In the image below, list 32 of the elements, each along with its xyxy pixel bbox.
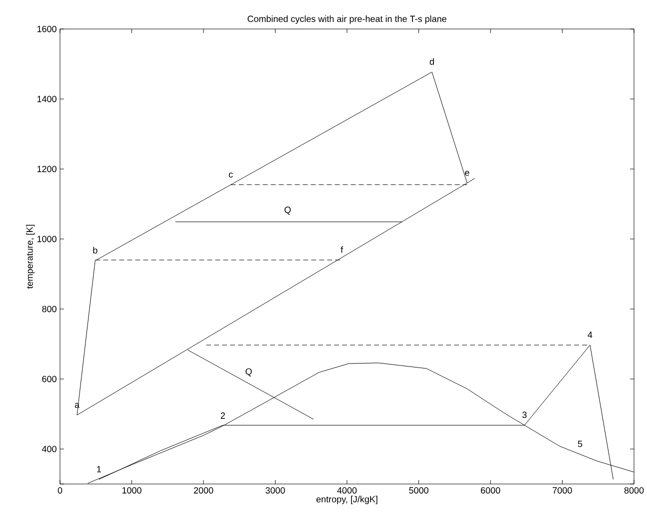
annotation: c [228,172,233,178]
x-tick-label: 4000 [337,487,357,494]
y-tick-label: 400 [42,446,56,452]
x-tick-label: 2000 [194,487,214,494]
x-axis-title: entropy, [J/kgK] [316,496,378,504]
y-tick-label: 800 [42,306,56,312]
y-tick-label: 1000 [37,236,56,242]
y-tick-label: 1200 [37,166,56,172]
x-tick-label: 3000 [266,487,285,494]
annotation: 1 [97,466,101,472]
y-axis-title: temperature, [K] [26,224,35,289]
chart-title: Combined cycles with air pre-heat in the T-s plane [248,15,446,24]
x-tick-label: 8000 [624,487,644,494]
annotation: e [464,170,470,176]
x-tick-label: 0 [58,487,62,494]
x-tick-label: 5000 [409,487,428,494]
annotation: a [74,402,80,408]
annotation: b [93,246,98,254]
annotation: Q [246,368,252,376]
annotation: d [430,58,434,65]
annotation: f [340,246,344,253]
annotation: 2 [220,412,225,419]
y-tick-label: 1600 [37,26,56,32]
annotation: 5 [578,440,582,448]
x-tick-label: 7000 [552,487,572,494]
y-tick-label: 600 [42,376,56,382]
annotation: 4 [588,332,592,338]
annotation: 3 [522,412,527,418]
y-tick-label: 1400 [37,96,56,102]
x-tick-label: 1000 [122,487,142,494]
x-tick-label: 6000 [480,487,500,494]
annotation: Q [284,206,291,215]
